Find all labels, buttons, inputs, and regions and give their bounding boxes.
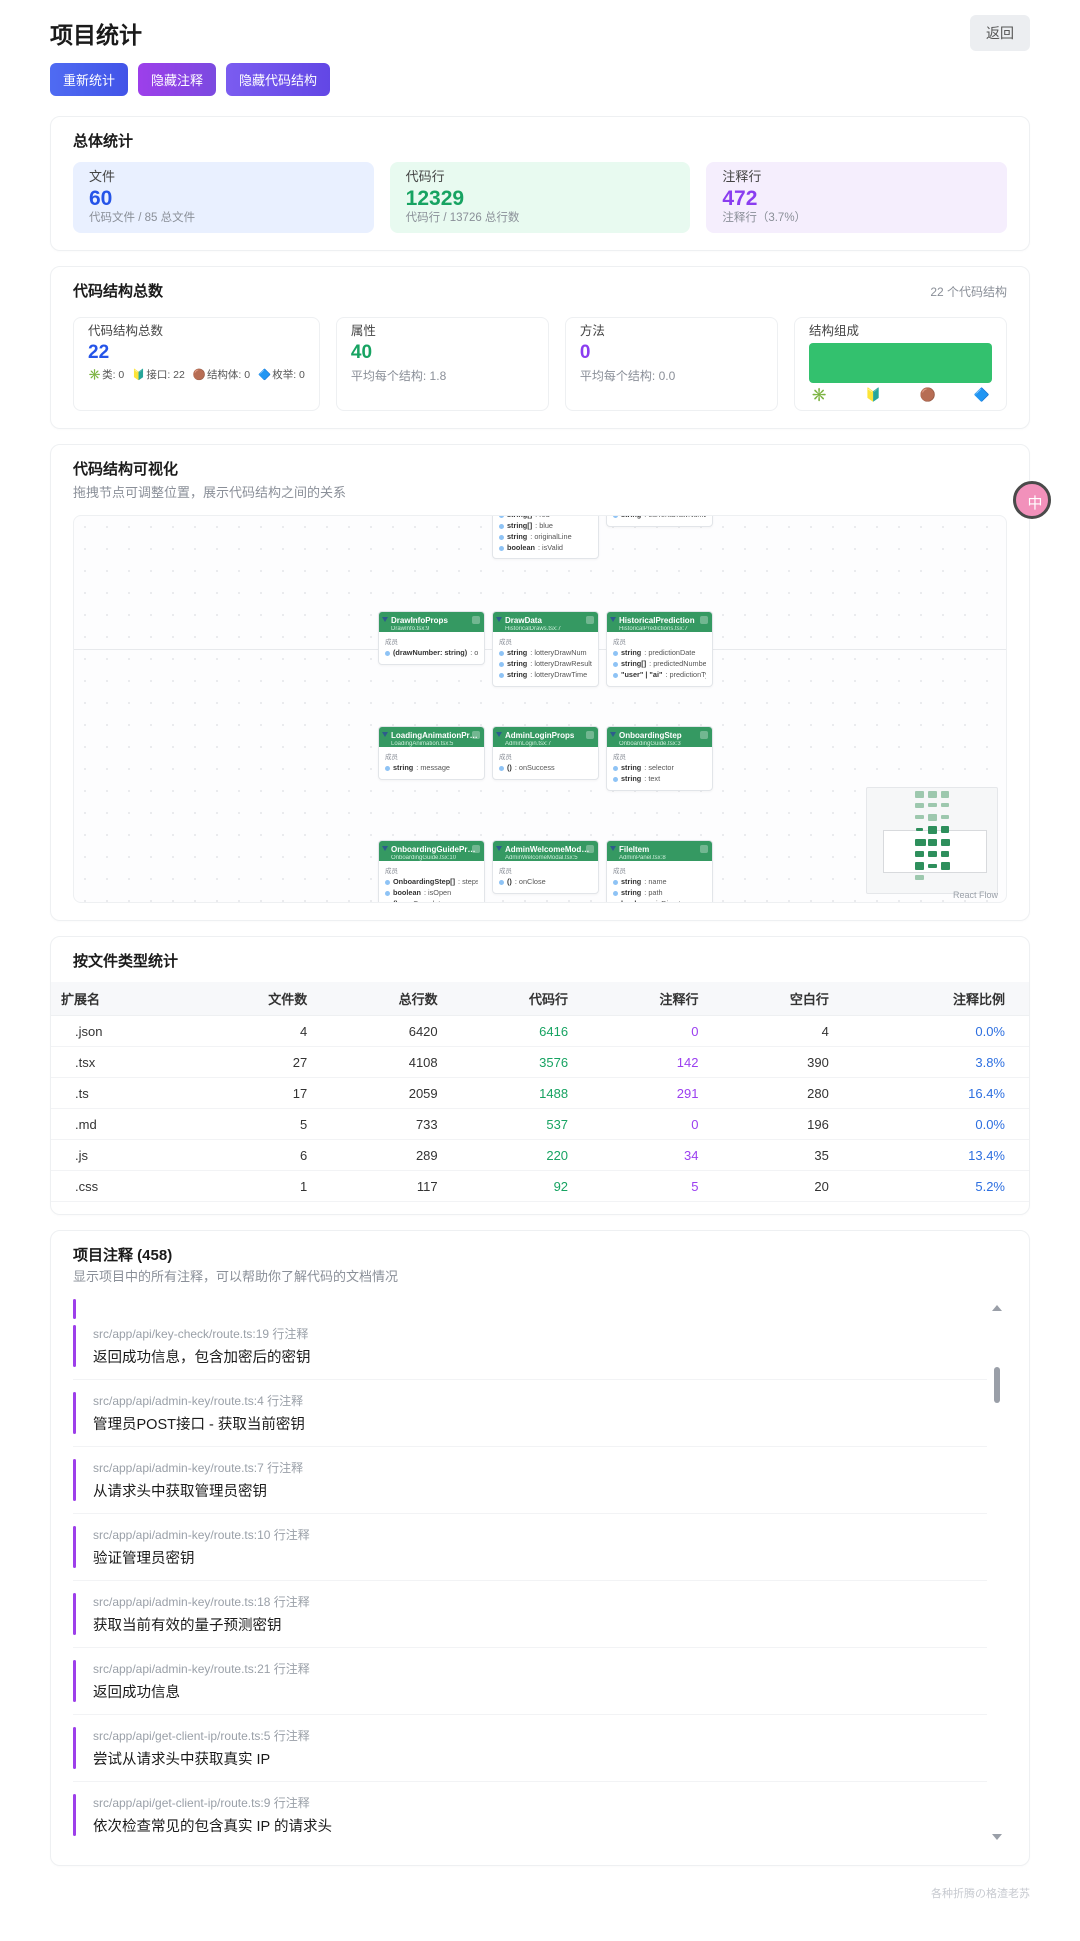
svg-text:中: 中 (1027, 495, 1042, 512)
